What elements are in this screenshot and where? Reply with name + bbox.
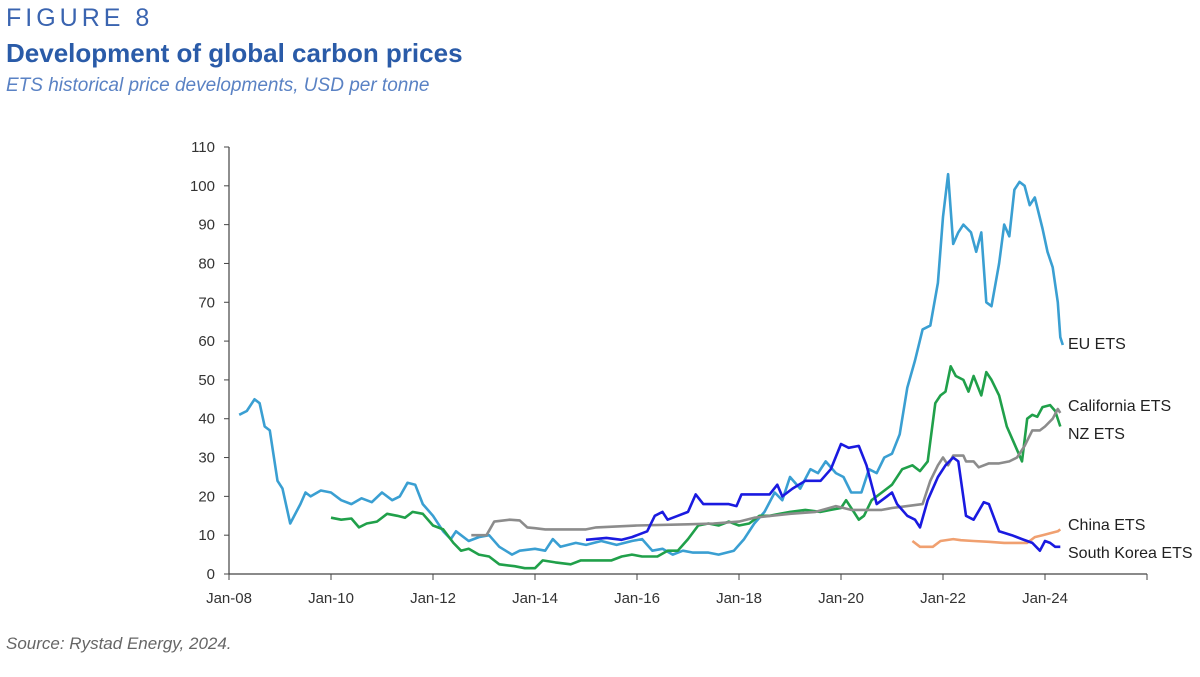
x-tick-label: Jan-20	[818, 590, 864, 607]
series-line-china-ets	[911, 528, 1062, 549]
y-tick-label: 40	[198, 411, 215, 428]
y-tick-label: 70	[198, 294, 215, 311]
y-tick-label: 0	[207, 566, 215, 583]
figure-label: FIGURE 8	[6, 4, 154, 32]
y-tick-label: 10	[198, 527, 215, 544]
x-tick-label: Jan-22	[920, 590, 966, 607]
x-tick-label: Jan-08	[206, 590, 252, 607]
y-tick-label: 30	[198, 450, 215, 467]
y-tick-label: 80	[198, 255, 215, 272]
x-tick-label: Jan-18	[716, 590, 762, 607]
y-tick-label: 20	[198, 488, 215, 505]
x-tick-label: Jan-24	[1022, 590, 1068, 607]
x-tick-label: Jan-10	[308, 590, 354, 607]
series-label-china-ets: China ETS	[1068, 517, 1145, 534]
chart-subtitle: ETS historical price developments, USD p…	[6, 75, 430, 96]
y-tick-label: 100	[190, 178, 215, 195]
source-note: Source: Rystad Energy, 2024.	[6, 634, 232, 653]
y-tick-label: 90	[198, 217, 215, 234]
series-label-nz-ets: NZ ETS	[1068, 426, 1125, 443]
series-label-california-ets: California ETS	[1068, 398, 1171, 415]
chart-title: Development of global carbon prices	[6, 38, 463, 68]
y-tick-label: 60	[198, 333, 215, 350]
series-line-california-ets	[330, 364, 1062, 570]
series-line-south-korea-ets	[585, 442, 1061, 553]
series-line-nz-ets	[471, 407, 1062, 537]
series-label-eu-ets: EU ETS	[1068, 336, 1126, 353]
x-tick-label: Jan-16	[614, 590, 660, 607]
y-tick-label: 110	[191, 139, 215, 156]
y-tick-label: 50	[198, 372, 215, 389]
x-tick-label: Jan-12	[410, 590, 456, 607]
series-label-south-korea-ets: South Korea ETS	[1068, 545, 1193, 562]
series-line-eu-ets	[238, 172, 1065, 556]
x-tick-label: Jan-14	[512, 590, 558, 607]
